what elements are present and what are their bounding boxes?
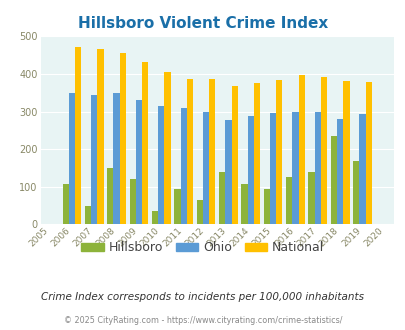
Bar — [196, 200, 202, 224]
Bar — [314, 112, 320, 224]
Bar — [352, 161, 358, 224]
Bar — [158, 106, 164, 224]
Bar — [286, 178, 292, 224]
Text: Hillsboro Violent Crime Index: Hillsboro Violent Crime Index — [78, 16, 327, 31]
Bar — [320, 77, 326, 224]
Text: Crime Index corresponds to incidents per 100,000 inhabitants: Crime Index corresponds to incidents per… — [41, 292, 364, 302]
Bar — [330, 136, 336, 224]
Bar — [343, 82, 349, 224]
Bar — [75, 47, 81, 224]
Legend: Hillsboro, Ohio, National: Hillsboro, Ohio, National — [76, 236, 329, 259]
Bar — [62, 184, 68, 224]
Bar — [275, 80, 282, 224]
Bar — [269, 114, 275, 224]
Bar — [164, 72, 170, 224]
Bar — [247, 116, 253, 224]
Bar — [142, 62, 148, 224]
Bar — [202, 112, 209, 224]
Bar — [358, 114, 365, 224]
Bar — [129, 179, 136, 224]
Bar — [231, 86, 237, 224]
Bar — [186, 79, 193, 224]
Bar — [119, 53, 126, 224]
Bar — [85, 206, 91, 224]
Bar — [91, 95, 97, 224]
Bar — [180, 108, 186, 224]
Bar — [365, 82, 371, 224]
Bar — [107, 168, 113, 224]
Bar — [308, 172, 314, 224]
Bar — [97, 49, 103, 224]
Bar — [113, 93, 119, 224]
Bar — [292, 112, 298, 224]
Bar — [253, 83, 260, 224]
Bar — [225, 120, 231, 224]
Bar — [151, 211, 158, 224]
Bar — [218, 172, 225, 224]
Text: © 2025 CityRating.com - https://www.cityrating.com/crime-statistics/: © 2025 CityRating.com - https://www.city… — [64, 315, 341, 325]
Bar — [336, 119, 343, 224]
Bar — [263, 189, 269, 224]
Bar — [136, 100, 142, 224]
Bar — [68, 93, 75, 224]
Bar — [209, 79, 215, 224]
Bar — [298, 75, 304, 224]
Bar — [174, 189, 180, 224]
Bar — [241, 184, 247, 224]
